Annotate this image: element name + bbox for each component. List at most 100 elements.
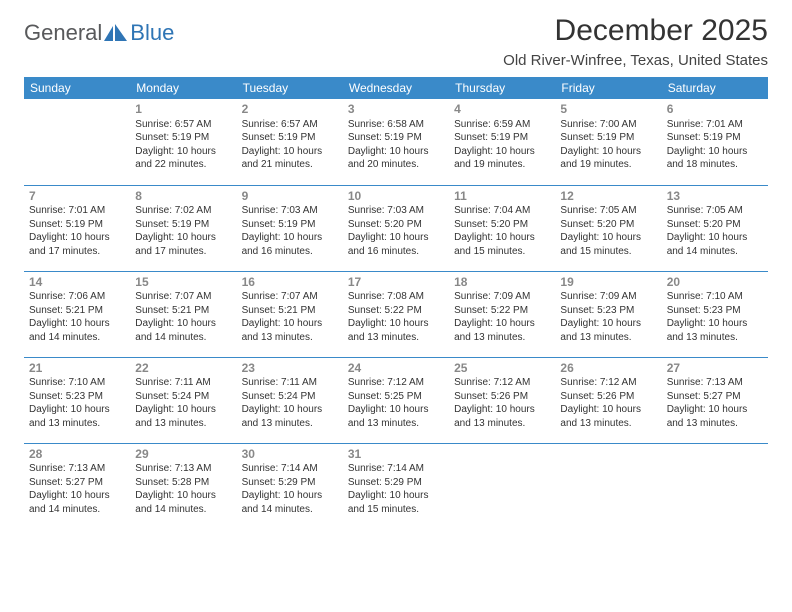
day-number: 6 [667,102,763,118]
daylight-line2: and 14 minutes. [242,503,338,517]
sunrise-text: Sunrise: 6:59 AM [454,118,550,132]
daylight-line2: and 21 minutes. [242,158,338,172]
daylight-line1: Daylight: 10 hours [135,489,231,503]
sunset-text: Sunset: 5:19 PM [242,131,338,145]
daylight-line1: Daylight: 10 hours [667,145,763,159]
daylight-line1: Daylight: 10 hours [135,403,231,417]
daylight-line1: Daylight: 10 hours [454,403,550,417]
sunrise-text: Sunrise: 7:12 AM [560,376,656,390]
daylight-line2: and 19 minutes. [560,158,656,172]
sunrise-text: Sunrise: 7:10 AM [29,376,125,390]
day-number: 13 [667,189,763,205]
week-row: 1Sunrise: 6:57 AMSunset: 5:19 PMDaylight… [24,99,768,185]
sunrise-text: Sunrise: 7:14 AM [348,462,444,476]
day-cell: 19Sunrise: 7:09 AMSunset: 5:23 PMDayligh… [555,271,661,357]
day-number: 18 [454,275,550,291]
brand-general: General [24,20,102,46]
day-number: 29 [135,447,231,463]
day-cell: 4Sunrise: 6:59 AMSunset: 5:19 PMDaylight… [449,99,555,185]
daylight-line2: and 14 minutes. [29,503,125,517]
day-cell: 16Sunrise: 7:07 AMSunset: 5:21 PMDayligh… [237,271,343,357]
month-title: December 2025 [503,14,768,48]
daylight-line2: and 15 minutes. [348,503,444,517]
daylight-line2: and 19 minutes. [454,158,550,172]
location-text: Old River-Winfree, Texas, United States [503,52,768,69]
daylight-line1: Daylight: 10 hours [29,489,125,503]
weekday-header-row: Sunday Monday Tuesday Wednesday Thursday… [24,77,768,99]
empty-cell [555,443,661,529]
sunset-text: Sunset: 5:19 PM [135,218,231,232]
sunrise-text: Sunrise: 7:01 AM [29,204,125,218]
day-cell: 30Sunrise: 7:14 AMSunset: 5:29 PMDayligh… [237,443,343,529]
empty-cell [449,443,555,529]
day-cell: 5Sunrise: 7:00 AMSunset: 5:19 PMDaylight… [555,99,661,185]
sunset-text: Sunset: 5:28 PM [135,476,231,490]
day-number: 2 [242,102,338,118]
sunrise-text: Sunrise: 7:07 AM [135,290,231,304]
day-number: 15 [135,275,231,291]
daylight-line1: Daylight: 10 hours [348,317,444,331]
day-cell: 29Sunrise: 7:13 AMSunset: 5:28 PMDayligh… [130,443,236,529]
sunset-text: Sunset: 5:21 PM [242,304,338,318]
daylight-line1: Daylight: 10 hours [667,317,763,331]
sunset-text: Sunset: 5:20 PM [454,218,550,232]
daylight-line1: Daylight: 10 hours [242,317,338,331]
dow-saturday: Saturday [662,77,768,99]
daylight-line2: and 14 minutes. [29,331,125,345]
sunset-text: Sunset: 5:19 PM [348,131,444,145]
daylight-line2: and 14 minutes. [135,503,231,517]
brand-blue: Blue [130,20,174,46]
day-cell: 6Sunrise: 7:01 AMSunset: 5:19 PMDaylight… [662,99,768,185]
daylight-line2: and 14 minutes. [667,245,763,259]
dow-tuesday: Tuesday [237,77,343,99]
daylight-line2: and 16 minutes. [348,245,444,259]
daylight-line1: Daylight: 10 hours [560,403,656,417]
daylight-line1: Daylight: 10 hours [560,317,656,331]
header-row: General Blue December 2025 Old River-Win… [24,14,768,69]
daylight-line1: Daylight: 10 hours [667,231,763,245]
day-number: 11 [454,189,550,205]
day-number: 24 [348,361,444,377]
sunset-text: Sunset: 5:27 PM [667,390,763,404]
day-number: 17 [348,275,444,291]
daylight-line2: and 18 minutes. [667,158,763,172]
daylight-line2: and 22 minutes. [135,158,231,172]
day-cell: 27Sunrise: 7:13 AMSunset: 5:27 PMDayligh… [662,357,768,443]
daylight-line2: and 17 minutes. [29,245,125,259]
day-cell: 22Sunrise: 7:11 AMSunset: 5:24 PMDayligh… [130,357,236,443]
day-number: 20 [667,275,763,291]
day-cell: 11Sunrise: 7:04 AMSunset: 5:20 PMDayligh… [449,185,555,271]
logo-sail-icon [104,24,128,42]
week-row: 21Sunrise: 7:10 AMSunset: 5:23 PMDayligh… [24,357,768,443]
daylight-line1: Daylight: 10 hours [242,145,338,159]
daylight-line1: Daylight: 10 hours [454,317,550,331]
day-cell: 21Sunrise: 7:10 AMSunset: 5:23 PMDayligh… [24,357,130,443]
day-cell: 17Sunrise: 7:08 AMSunset: 5:22 PMDayligh… [343,271,449,357]
daylight-line2: and 13 minutes. [242,331,338,345]
title-block: December 2025 Old River-Winfree, Texas, … [503,14,768,69]
sunrise-text: Sunrise: 7:13 AM [135,462,231,476]
empty-cell [24,99,130,185]
dow-thursday: Thursday [449,77,555,99]
daylight-line2: and 15 minutes. [454,245,550,259]
week-row: 28Sunrise: 7:13 AMSunset: 5:27 PMDayligh… [24,443,768,529]
daylight-line1: Daylight: 10 hours [348,145,444,159]
dow-sunday: Sunday [24,77,130,99]
sunset-text: Sunset: 5:20 PM [667,218,763,232]
sunrise-text: Sunrise: 6:57 AM [242,118,338,132]
day-cell: 3Sunrise: 6:58 AMSunset: 5:19 PMDaylight… [343,99,449,185]
sunrise-text: Sunrise: 7:02 AM [135,204,231,218]
sunrise-text: Sunrise: 6:58 AM [348,118,444,132]
day-cell: 26Sunrise: 7:12 AMSunset: 5:26 PMDayligh… [555,357,661,443]
daylight-line2: and 14 minutes. [135,331,231,345]
sunset-text: Sunset: 5:23 PM [29,390,125,404]
daylight-line1: Daylight: 10 hours [242,489,338,503]
daylight-line1: Daylight: 10 hours [242,231,338,245]
daylight-line2: and 20 minutes. [348,158,444,172]
daylight-line1: Daylight: 10 hours [348,489,444,503]
day-cell: 18Sunrise: 7:09 AMSunset: 5:22 PMDayligh… [449,271,555,357]
daylight-line1: Daylight: 10 hours [348,403,444,417]
daylight-line2: and 16 minutes. [242,245,338,259]
daylight-line1: Daylight: 10 hours [135,317,231,331]
day-cell: 12Sunrise: 7:05 AMSunset: 5:20 PMDayligh… [555,185,661,271]
